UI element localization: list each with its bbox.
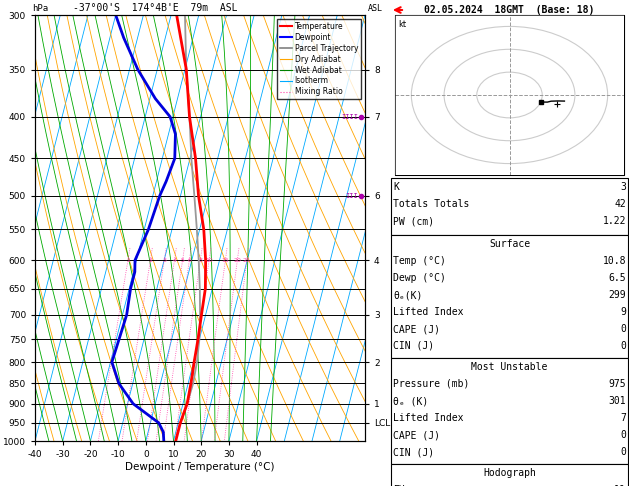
Text: 6.5: 6.5 (608, 273, 626, 283)
Text: IIII: IIII (341, 114, 358, 120)
Bar (391, 358, 628, 464)
Text: CAPE (J): CAPE (J) (393, 324, 440, 334)
Text: 1: 1 (126, 258, 130, 263)
Bar (391, 464, 628, 486)
Text: PW (cm): PW (cm) (393, 216, 434, 226)
Text: kt: kt (398, 19, 406, 29)
Text: 0: 0 (620, 447, 626, 457)
Text: 10: 10 (205, 258, 213, 263)
Text: 1.22: 1.22 (603, 216, 626, 226)
Text: hPa: hPa (32, 3, 48, 13)
Text: 10.8: 10.8 (603, 256, 626, 266)
Text: III: III (345, 193, 358, 199)
Text: 25: 25 (243, 258, 251, 263)
Text: 20: 20 (233, 258, 242, 263)
Text: -37°00'S  174°4B'E  79m  ASL: -37°00'S 174°4B'E 79m ASL (73, 2, 237, 13)
Text: Lifted Index: Lifted Index (393, 413, 464, 423)
Text: 8: 8 (198, 258, 203, 263)
Text: 301: 301 (608, 396, 626, 406)
Text: CIN (J): CIN (J) (393, 447, 434, 457)
Text: CAPE (J): CAPE (J) (393, 430, 440, 440)
Text: 0: 0 (620, 430, 626, 440)
Text: 0: 0 (620, 341, 626, 351)
Text: km
ASL: km ASL (368, 0, 383, 13)
Text: K: K (393, 182, 399, 192)
Text: Most Unstable: Most Unstable (471, 362, 548, 372)
Text: Dewp (°C): Dewp (°C) (393, 273, 446, 283)
Text: Surface: Surface (489, 239, 530, 249)
Text: 5: 5 (181, 258, 184, 263)
Bar (391, 235, 628, 358)
Text: 15: 15 (221, 258, 229, 263)
X-axis label: Dewpoint / Temperature (°C): Dewpoint / Temperature (°C) (125, 462, 275, 472)
Bar (391, 178, 628, 235)
Text: 4: 4 (172, 258, 177, 263)
Text: CIN (J): CIN (J) (393, 341, 434, 351)
Text: θₑ (K): θₑ (K) (393, 396, 428, 406)
Text: EH: EH (393, 485, 404, 486)
Text: Hodograph: Hodograph (483, 468, 536, 478)
Text: θₑ(K): θₑ(K) (393, 290, 423, 300)
Text: Pressure (mb): Pressure (mb) (393, 379, 469, 389)
Text: 42: 42 (615, 199, 626, 209)
Text: Totals Totals: Totals Totals (393, 199, 469, 209)
Text: 299: 299 (608, 290, 626, 300)
Text: 3: 3 (620, 182, 626, 192)
Text: 7: 7 (620, 413, 626, 423)
Text: 2: 2 (148, 258, 152, 263)
Text: 6: 6 (187, 258, 191, 263)
Text: 02.05.2024  18GMT  (Base: 18): 02.05.2024 18GMT (Base: 18) (425, 5, 594, 15)
Text: kt: kt (398, 18, 408, 27)
Text: Temp (°C): Temp (°C) (393, 256, 446, 266)
Text: 975: 975 (608, 379, 626, 389)
Text: 0: 0 (620, 324, 626, 334)
Bar (395, 15, 624, 175)
Text: 10: 10 (615, 485, 626, 486)
Legend: Temperature, Dewpoint, Parcel Trajectory, Dry Adiabat, Wet Adiabat, Isotherm, Mi: Temperature, Dewpoint, Parcel Trajectory… (277, 19, 361, 100)
Text: Lifted Index: Lifted Index (393, 307, 464, 317)
Text: 3: 3 (162, 258, 166, 263)
Text: 9: 9 (620, 307, 626, 317)
